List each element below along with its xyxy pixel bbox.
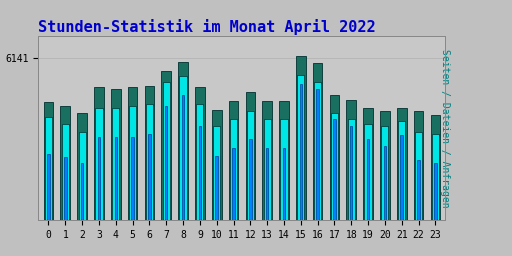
Bar xyxy=(245,92,255,220)
Bar xyxy=(434,163,437,220)
Bar xyxy=(296,56,306,220)
Bar xyxy=(128,88,137,220)
Bar xyxy=(182,95,184,220)
Bar xyxy=(180,76,187,220)
Bar xyxy=(417,161,420,220)
Bar xyxy=(249,139,251,220)
Bar xyxy=(297,74,304,220)
Bar xyxy=(161,71,171,220)
Bar xyxy=(144,86,154,220)
Bar xyxy=(333,119,336,220)
Y-axis label: Seiten / Dateien / Anfragen: Seiten / Dateien / Anfragen xyxy=(440,49,450,207)
Bar xyxy=(398,121,406,220)
Bar xyxy=(95,108,102,220)
Bar xyxy=(330,95,339,220)
Bar xyxy=(112,108,119,220)
Bar xyxy=(216,156,218,220)
Bar xyxy=(365,124,372,220)
Bar xyxy=(212,110,222,220)
Bar xyxy=(363,108,373,220)
Bar xyxy=(45,117,52,220)
Bar xyxy=(178,62,188,220)
Bar xyxy=(195,88,205,220)
Bar xyxy=(132,137,134,220)
Bar xyxy=(415,132,422,220)
Bar xyxy=(331,113,338,220)
Bar xyxy=(165,106,167,220)
Bar xyxy=(94,88,104,220)
Bar xyxy=(279,101,289,220)
Bar xyxy=(397,108,407,220)
Bar xyxy=(229,101,239,220)
Bar xyxy=(367,139,369,220)
Bar xyxy=(64,157,67,220)
Bar xyxy=(232,148,234,220)
Bar xyxy=(146,104,153,220)
Bar xyxy=(313,63,323,220)
Bar xyxy=(47,154,50,220)
Bar xyxy=(316,89,319,220)
Bar xyxy=(81,163,83,220)
Bar xyxy=(60,106,70,220)
Bar xyxy=(414,111,423,220)
Bar xyxy=(78,132,86,220)
Bar xyxy=(350,126,352,220)
Bar xyxy=(264,119,271,220)
Bar xyxy=(383,146,386,220)
Bar xyxy=(283,148,285,220)
Bar xyxy=(98,137,100,220)
Bar xyxy=(77,113,87,220)
Bar xyxy=(432,134,439,220)
Bar xyxy=(199,126,201,220)
Bar xyxy=(213,126,220,220)
Bar xyxy=(148,134,151,220)
Bar xyxy=(314,82,321,220)
Bar xyxy=(111,89,121,220)
Bar xyxy=(266,148,268,220)
Bar xyxy=(347,100,356,220)
Bar xyxy=(196,104,203,220)
Bar xyxy=(62,124,69,220)
Bar xyxy=(230,119,237,220)
Bar xyxy=(381,126,389,220)
Text: Stunden-Statistik im Monat April 2022: Stunden-Statistik im Monat April 2022 xyxy=(38,19,376,35)
Bar xyxy=(380,111,390,220)
Bar xyxy=(348,119,355,220)
Bar xyxy=(115,137,117,220)
Bar xyxy=(400,135,403,220)
Bar xyxy=(300,84,302,220)
Bar xyxy=(129,106,136,220)
Bar xyxy=(262,101,272,220)
Bar xyxy=(281,119,288,220)
Bar xyxy=(431,115,440,220)
Bar xyxy=(163,82,170,220)
Bar xyxy=(247,111,254,220)
Bar xyxy=(44,102,53,220)
